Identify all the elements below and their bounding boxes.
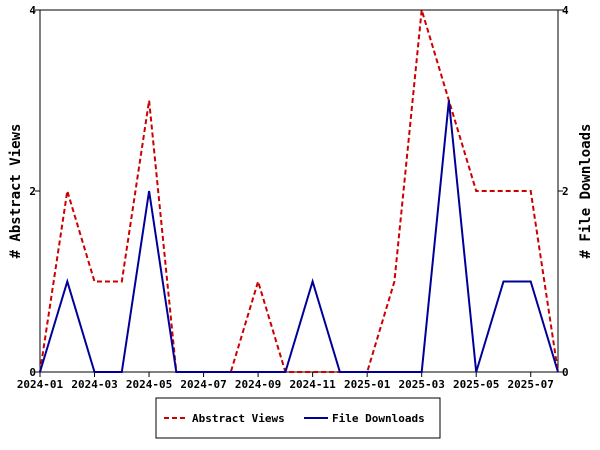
series-line-file-downloads [39,100,559,373]
y-axis-left-label: # Abstract Views [8,124,24,259]
legend-box [155,397,441,439]
x-tick-label: 2024-07 [180,378,226,391]
plot-area [39,9,559,373]
x-tick-label: 2025-01 [344,378,391,391]
x-tick-label: 2025-05 [453,378,499,391]
x-tick-label: 2025-07 [508,378,554,391]
y-tick-label-left: 4 [29,4,36,17]
y-tick-label-right: 2 [562,185,569,198]
x-tick-label: 2024-11 [289,378,336,391]
legend-label-file-downloads: File Downloads [332,412,425,425]
x-tick-label: 2024-03 [71,378,117,391]
x-tick-label: 2025-03 [399,378,445,391]
legend-label-abstract-views: Abstract Views [192,412,285,425]
series-layer [39,9,559,373]
series-line-abstract-views [39,9,559,373]
x-tick-label: 2024-09 [235,378,281,391]
y-axis-ticks: 0 0 2 2 4 4 [29,4,569,379]
y-axis-right-label: # File Downloads [578,124,594,259]
y-tick-label-left: 2 [29,185,36,198]
legend: Abstract Views File Downloads [155,397,441,439]
x-axis-ticks: 2024-01 2024-03 2024-05 2024-07 2024-09 2024-… [17,372,554,391]
y-tick-label-right: 4 [562,4,569,17]
y-tick-label-left: 0 [29,366,36,379]
x-tick-label: 2024-01 [17,378,64,391]
x-tick-label: 2024-05 [126,378,172,391]
y-tick-label-right: 0 [562,366,569,379]
